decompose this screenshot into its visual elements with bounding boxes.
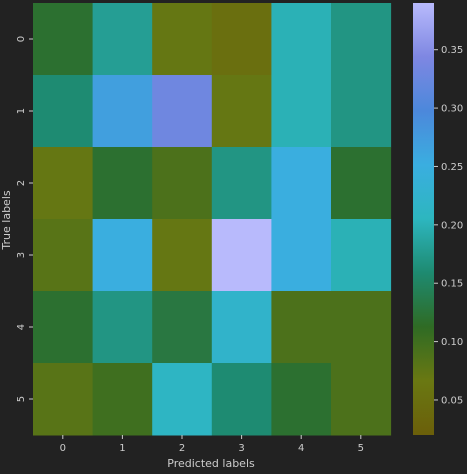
y-tick-label: 4: [16, 324, 27, 330]
heatmap-cell: [331, 75, 392, 148]
heatmap-cell: [92, 147, 153, 220]
colorbar-tick-label: 0.25: [441, 162, 463, 173]
x-tick-label: 4: [298, 443, 304, 454]
heatmap-cell: [152, 3, 213, 76]
heatmap-cell: [271, 291, 332, 364]
colorbar-tick-label: 0.20: [441, 220, 463, 231]
x-tick-label: 2: [179, 443, 185, 454]
heatmap-cell: [92, 363, 153, 436]
heatmap-cell: [33, 75, 94, 148]
y-axis-ticks: 0 1 2 3 4 5: [16, 36, 33, 402]
heatmap-cell: [211, 75, 272, 148]
y-tick-label: 0: [16, 36, 27, 42]
heatmap-cell: [92, 75, 153, 148]
x-tick-label: 1: [119, 443, 125, 454]
y-tick-label: 5: [16, 396, 27, 402]
heatmap-cell: [92, 3, 153, 76]
heatmap-cell: [152, 219, 213, 292]
heatmap-cell: [33, 3, 94, 76]
x-axis-ticks: 0 1 2 3 4 5: [60, 435, 364, 454]
colorbar-tick-label: 0.15: [441, 279, 463, 290]
heatmap-cell: [33, 219, 94, 292]
heatmap-cell: [92, 219, 153, 292]
heatmap-cells: [33, 3, 392, 436]
heatmap-cell: [331, 291, 392, 364]
heatmap-cell: [271, 147, 332, 220]
heatmap-cell: [152, 75, 213, 148]
heatmap-cell: [211, 291, 272, 364]
heatmap-cell: [33, 291, 94, 364]
y-axis-label: True labels: [0, 190, 13, 250]
colorbar-tick-label: 0.35: [441, 45, 463, 56]
heatmap-cell: [33, 363, 94, 436]
heatmap-cell: [211, 147, 272, 220]
heatmap-cell: [152, 291, 213, 364]
heatmap-cell: [331, 3, 392, 76]
heatmap-cell: [271, 363, 332, 436]
heatmap-cell: [331, 147, 392, 220]
heatmap-cell: [331, 219, 392, 292]
colorbar-tick-label: 0.05: [441, 395, 463, 406]
heatmap-cell: [271, 75, 332, 148]
heatmap-cell: [92, 291, 153, 364]
y-tick-label: 3: [16, 252, 27, 258]
colorbar-tick-label: 0.30: [441, 104, 463, 115]
x-tick-label: 0: [60, 443, 66, 454]
heatmap-cell: [152, 363, 213, 436]
colorbar-tick-label: 0.10: [441, 337, 463, 348]
x-tick-label: 5: [358, 443, 364, 454]
heatmap-cell: [211, 219, 272, 292]
x-axis-label: Predicted labels: [167, 457, 255, 470]
heatmap-cell: [33, 147, 94, 220]
x-tick-label: 3: [238, 443, 244, 454]
heatmap-cell: [211, 3, 272, 76]
heatmap-cell: [152, 147, 213, 220]
colorbar: [413, 3, 434, 435]
heatmap-cell: [211, 363, 272, 436]
heatmap-cell: [331, 363, 392, 436]
y-tick-label: 2: [16, 180, 27, 186]
heatmap-cell: [271, 219, 332, 292]
y-tick-label: 1: [16, 108, 27, 114]
colorbar-ticks: 0.05 0.10 0.15 0.20 0.25 0.30 0.35: [434, 45, 463, 406]
heatmap-cell: [271, 3, 332, 76]
